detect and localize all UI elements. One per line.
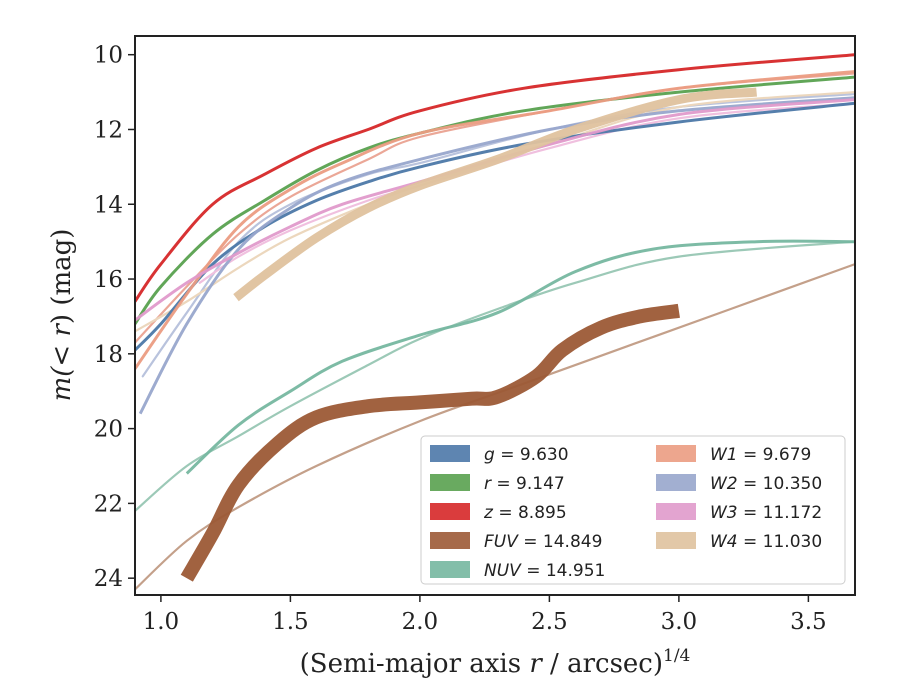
series-line-z (135, 53, 855, 303)
legend-swatch-nuv (430, 561, 470, 578)
legend-swatch-w3 (656, 503, 696, 520)
legend-swatch-fuv (430, 532, 470, 549)
legend-swatch-w4 (656, 532, 696, 549)
series-line-fuv (180, 303, 680, 582)
legend-label-w4: W4 = 11.030 (710, 532, 822, 552)
x-axis: 1.0 1.5 2.0 2.5 3.0 3.5 (143, 595, 827, 635)
y-tick-label: 14 (94, 192, 123, 218)
series-line-w4 (233, 87, 758, 302)
legend-swatch-g (430, 445, 470, 462)
x-tick-label: 1.5 (272, 609, 309, 635)
y-axis: 10 12 14 16 18 20 22 24 (94, 43, 135, 592)
x-tick-label: 3.0 (661, 609, 698, 635)
thin-trace-4 (135, 240, 855, 512)
legend-swatch-z (430, 503, 470, 520)
y-axis-label: m(< r) (mag) (47, 229, 77, 402)
legend: g = 9.630 r = 9.147 z = 8.895 FUV = 14.849 N… (420, 435, 846, 585)
legend-swatch-w1 (656, 445, 696, 462)
series-line-w2 (138, 96, 855, 415)
y-tick-label: 24 (94, 566, 123, 592)
legend-label-w3: W3 = 11.172 (710, 503, 822, 523)
y-tick-label: 16 (94, 267, 123, 293)
legend-label-w1: W1 = 9.679 (710, 445, 811, 465)
x-tick-label: 3.5 (790, 609, 827, 635)
legend-label-nuv: NUV = 14.951 (484, 561, 605, 581)
y-tick-label: 22 (94, 491, 123, 517)
series-lines (135, 53, 855, 582)
x-tick-label: 2.5 (531, 609, 568, 635)
plot-frame (134, 35, 856, 596)
y-tick-label: 10 (94, 43, 123, 69)
x-tick-label: 1.0 (143, 609, 180, 635)
y-tick-label: 18 (94, 342, 123, 368)
x-axis-label: (Semi-major axis r / arcsec)1/4 (300, 646, 691, 679)
legend-label-g: g = 9.630 (484, 445, 569, 465)
legend-label-fuv: FUV = 14.849 (484, 532, 602, 552)
series-line-w1 (135, 70, 855, 370)
legend-swatch-r (430, 474, 470, 491)
legend-swatch-w2 (656, 474, 696, 491)
legend-label-w2: W2 = 10.350 (710, 474, 822, 494)
series-line-r (135, 75, 855, 325)
legend-label-r: r = 9.147 (484, 474, 565, 494)
legend-label-z: z = 8.895 (483, 503, 567, 523)
series-line-w3 (135, 98, 855, 322)
y-tick-label: 12 (94, 117, 123, 143)
y-tick-label: 20 (94, 417, 123, 443)
legend-box (420, 435, 846, 585)
x-tick-label: 2.0 (402, 609, 439, 635)
series-line-nuv (185, 239, 855, 475)
